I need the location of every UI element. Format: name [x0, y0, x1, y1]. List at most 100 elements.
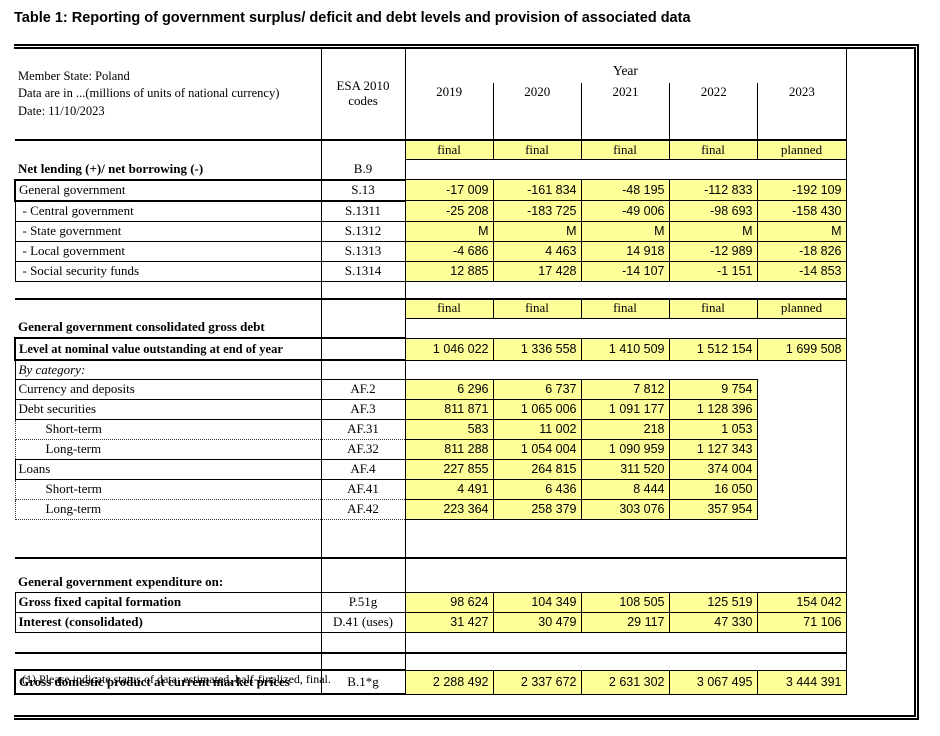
value-cell: 218 — [580, 419, 670, 440]
report-info-cell: Member State: Poland Data are in ...(mil… — [15, 49, 322, 141]
value-cell: -4 686 — [404, 240, 494, 262]
table-header-row: Member State: Poland Data are in ...(mil… — [15, 49, 847, 141]
empty-cell — [321, 281, 406, 300]
value-cell: -18 826 — [756, 240, 847, 262]
row-loans: Loans AF.4 227 855 264 815 311 520 374 0… — [14, 459, 847, 480]
empty-cell — [321, 653, 406, 670]
value-cell: 98 624 — [404, 592, 494, 613]
esa-code: B.1*g — [321, 669, 406, 695]
value-cell: -17 009 — [404, 179, 494, 201]
row-label: Interest (consolidated) — [14, 612, 322, 633]
value-cell: 1 512 154 — [668, 337, 758, 361]
value-cell: 258 379 — [492, 499, 582, 520]
spacer-row — [15, 519, 847, 559]
value-cell: 223 364 — [404, 499, 494, 520]
empty-cell — [321, 140, 406, 160]
empty-cell — [15, 140, 322, 160]
value-cell: 1 091 177 — [580, 399, 670, 420]
status-cell: final — [492, 298, 582, 319]
empty-cell — [405, 159, 847, 180]
row-label: Currency and deposits — [14, 379, 322, 400]
value-cell: 811 871 — [404, 399, 494, 420]
empty-cell — [405, 558, 847, 573]
row-general-government: General government S.13 -17 009 -161 834… — [14, 178, 847, 202]
row-label: Net lending (+)/ net borrowing (-) — [15, 159, 322, 180]
status-row-debt: final final final final planned — [15, 298, 847, 319]
value-cell: 1 065 006 — [492, 399, 582, 420]
empty-cell — [757, 459, 847, 480]
value-cell: 303 076 — [580, 499, 670, 520]
status-cell: final — [492, 139, 582, 160]
value-cell: 1 410 509 — [580, 337, 670, 361]
value-cell: 2 631 302 — [580, 669, 670, 695]
value-cell: 311 520 — [580, 459, 670, 480]
date-label: Date: 11/10/2023 — [18, 103, 105, 118]
value-cell: 1 054 004 — [492, 439, 582, 460]
value-cell: 811 288 — [404, 439, 494, 460]
row-debt-level: Level at nominal value outstanding at en… — [14, 337, 847, 361]
status-cell: final — [404, 298, 494, 319]
row-debt-securities: Debt securities AF.3 811 871 1 065 006 1… — [14, 399, 847, 420]
row-label: - State government — [14, 221, 322, 242]
esa-code: AF.41 — [321, 479, 406, 500]
esa-codes-header: ESA 2010 codes — [321, 49, 406, 141]
empty-cell — [15, 519, 322, 559]
value-cell: -158 430 — [756, 200, 847, 222]
empty-cell — [757, 439, 847, 460]
document-title: Table 1: Reporting of government surplus… — [14, 10, 691, 26]
row-label: Gross fixed capital formation — [14, 592, 322, 613]
value-cell: 583 — [404, 419, 494, 440]
empty-cell — [15, 558, 322, 573]
row-debt-securities-short-term: Short-term AF.31 583 11 002 218 1 053 — [14, 419, 847, 440]
row-label: Loans — [14, 459, 322, 480]
esa-code: S.1314 — [321, 261, 406, 282]
spacer-row — [15, 653, 847, 670]
empty-cell — [405, 573, 847, 593]
row-gdp: Gross domestic product at current market… — [14, 669, 847, 695]
value-cell: 227 855 — [404, 459, 494, 480]
row-label: - Central government — [14, 200, 322, 222]
spacer-row — [15, 632, 847, 654]
value-cell: M — [580, 220, 670, 242]
empty-cell — [15, 632, 322, 654]
sheet-frame: Member State: Poland Data are in ...(mil… — [14, 44, 919, 720]
value-cell: -1 151 — [668, 260, 758, 282]
status-row-deficit: final final final final planned — [15, 139, 847, 160]
esa-code: AF.42 — [321, 499, 406, 520]
empty-cell — [15, 653, 322, 670]
empty-cell — [321, 573, 406, 593]
empty-cell — [757, 399, 847, 420]
row-label: Short-term — [14, 479, 322, 500]
empty-cell — [321, 519, 406, 559]
empty-cell — [405, 281, 847, 300]
empty-cell — [321, 360, 406, 380]
empty-cell — [321, 298, 406, 318]
year-2022: 2022 — [669, 82, 757, 139]
value-cell: 1 127 343 — [668, 439, 758, 460]
value-cell: 12 885 — [404, 260, 494, 282]
row-gross-fixed-capital-formation: Gross fixed capital formation P.51g 98 6… — [14, 592, 847, 613]
value-cell: 6 296 — [404, 379, 494, 400]
esa-code: AF.2 — [321, 379, 406, 400]
value-cell: -12 989 — [668, 240, 758, 262]
status-cell: final — [668, 139, 758, 160]
value-cell: -49 006 — [580, 200, 670, 222]
value-cell: 1 090 959 — [580, 439, 670, 460]
value-cell: 3 444 391 — [756, 669, 847, 695]
value-cell: M — [668, 220, 758, 242]
empty-cell — [321, 632, 406, 654]
spacer-row — [15, 281, 847, 300]
row-central-government: - Central government S.1311 -25 208 -183… — [14, 200, 847, 222]
empty-cell — [757, 419, 847, 440]
value-cell: 30 479 — [492, 612, 582, 633]
value-cell: 1 336 558 — [492, 337, 582, 361]
row-label: General government expenditure on: — [15, 573, 322, 593]
value-cell: 2 337 672 — [492, 669, 582, 695]
status-cell: final — [404, 139, 494, 160]
year-2019: 2019 — [436, 83, 463, 99]
row-label: Debt securities — [14, 399, 322, 420]
value-cell: 11 002 — [492, 419, 582, 440]
value-cell: -48 195 — [580, 179, 670, 201]
row-currency-deposits: Currency and deposits AF.2 6 296 6 737 7… — [14, 379, 847, 400]
member-state-label: Member State: Poland — [18, 68, 130, 83]
